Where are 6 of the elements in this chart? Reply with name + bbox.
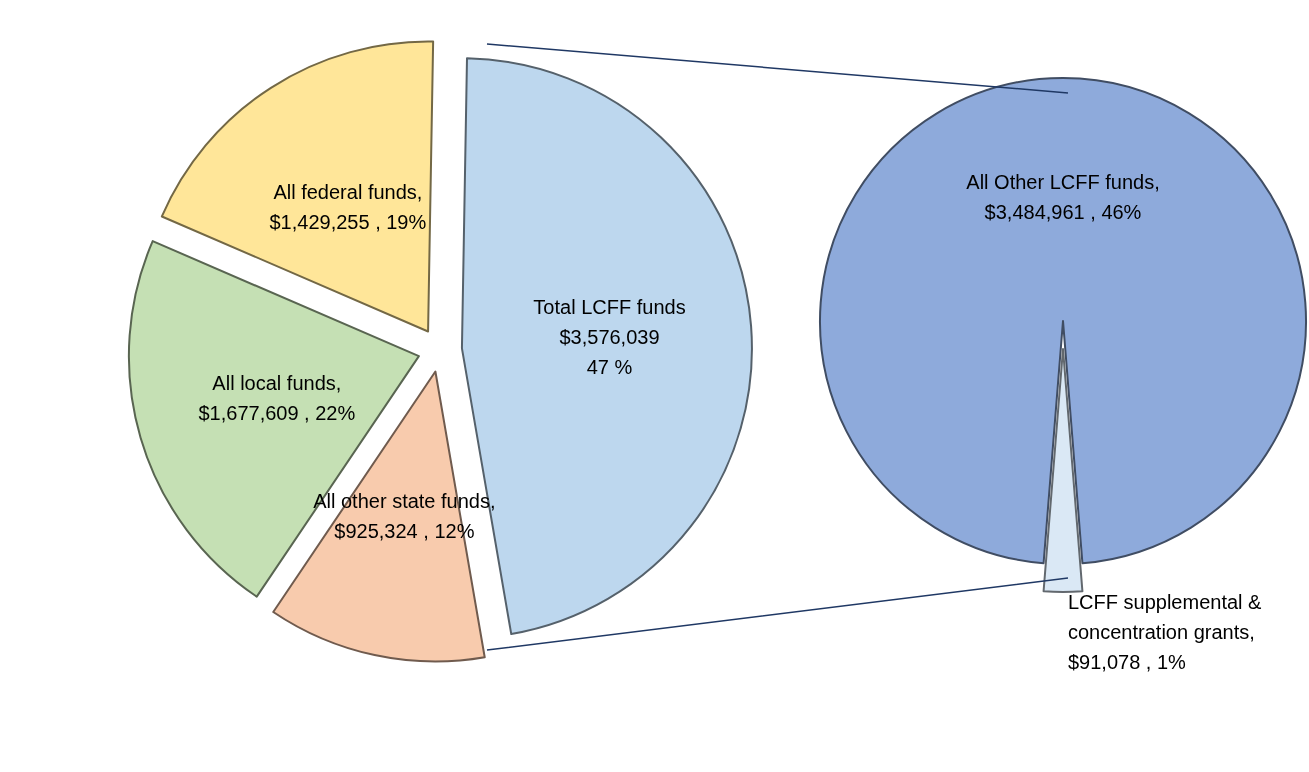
slice-label: All federal funds, $1,429,255 , 19% <box>269 181 427 234</box>
slice-label: LCFF supplemental & concentration grants, $91,078 , 1% <box>1068 591 1263 673</box>
slice-label: All Other LCFF funds, $3,484,961 , 46% <box>966 170 1160 223</box>
slice-label: Total LCFF funds <box>533 295 686 318</box>
data-label: $3,576,039 47 % <box>559 325 660 378</box>
slice-label: All local funds, $1,677,609 , 22% <box>198 371 356 424</box>
